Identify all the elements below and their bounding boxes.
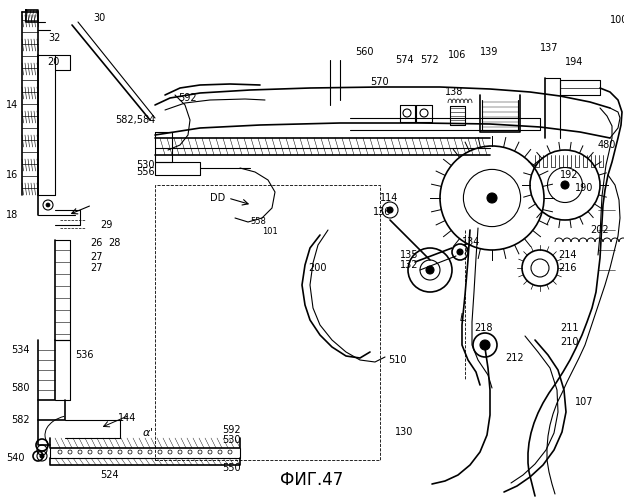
- Text: 530: 530: [137, 160, 155, 170]
- Text: 106: 106: [448, 50, 466, 60]
- Text: 32: 32: [48, 33, 61, 43]
- Text: 582: 582: [11, 415, 30, 425]
- Text: 550: 550: [222, 463, 241, 473]
- Text: 480: 480: [598, 140, 617, 150]
- Text: 107: 107: [575, 397, 593, 407]
- Text: 27: 27: [90, 263, 102, 273]
- Text: 18: 18: [6, 210, 18, 220]
- Text: L: L: [460, 313, 466, 323]
- Bar: [155, 185, 380, 460]
- Text: 582,584: 582,584: [115, 115, 155, 125]
- Text: 574: 574: [395, 55, 414, 65]
- Text: 139: 139: [480, 47, 499, 57]
- Circle shape: [457, 249, 463, 255]
- Text: 570: 570: [370, 77, 389, 87]
- Text: 558: 558: [250, 218, 266, 226]
- Text: 530: 530: [222, 435, 240, 445]
- Text: 202: 202: [590, 225, 608, 235]
- Circle shape: [46, 203, 50, 207]
- Text: 29: 29: [100, 220, 112, 230]
- Circle shape: [426, 266, 434, 274]
- Text: 534: 534: [11, 345, 30, 355]
- Text: 144: 144: [118, 413, 137, 423]
- Text: ФИГ.47: ФИГ.47: [280, 471, 344, 489]
- Text: 136: 136: [373, 207, 391, 217]
- Circle shape: [487, 193, 497, 203]
- Text: 190: 190: [575, 183, 593, 193]
- Text: 138: 138: [445, 87, 464, 97]
- Text: 20: 20: [47, 57, 60, 67]
- Text: 556: 556: [137, 167, 155, 177]
- Text: 214: 214: [558, 250, 577, 260]
- Circle shape: [387, 207, 393, 213]
- Circle shape: [561, 181, 569, 189]
- Text: DD: DD: [210, 193, 225, 203]
- Text: 27: 27: [90, 252, 102, 262]
- Text: 200: 200: [308, 263, 326, 273]
- Text: 560: 560: [355, 47, 374, 57]
- Text: 592: 592: [178, 93, 197, 103]
- Circle shape: [40, 454, 44, 458]
- Text: 135: 135: [400, 250, 419, 260]
- Text: 28: 28: [108, 238, 120, 248]
- Text: 137: 137: [540, 43, 558, 53]
- Text: 510: 510: [388, 355, 406, 365]
- Text: 592: 592: [222, 425, 241, 435]
- Text: 16: 16: [6, 170, 18, 180]
- Text: 536: 536: [75, 350, 94, 360]
- Text: 30: 30: [93, 13, 105, 23]
- Text: 114: 114: [380, 193, 398, 203]
- Text: 132: 132: [400, 260, 419, 270]
- Text: 134: 134: [462, 237, 480, 247]
- Text: 101: 101: [262, 228, 278, 236]
- Text: 130: 130: [395, 427, 413, 437]
- Text: 192: 192: [560, 170, 578, 180]
- Text: 211: 211: [560, 323, 578, 333]
- Text: 100: 100: [610, 15, 624, 25]
- Text: 216: 216: [558, 263, 577, 273]
- Text: 194: 194: [565, 57, 583, 67]
- Text: 210: 210: [560, 337, 578, 347]
- Text: 580: 580: [11, 383, 30, 393]
- Text: 218: 218: [474, 323, 492, 333]
- Text: 572: 572: [420, 55, 439, 65]
- Text: 524: 524: [100, 470, 119, 480]
- Text: 26: 26: [90, 238, 102, 248]
- Circle shape: [480, 340, 490, 350]
- Text: 212: 212: [505, 353, 524, 363]
- Text: 14: 14: [6, 100, 18, 110]
- Text: 540: 540: [6, 453, 25, 463]
- Text: $\alpha$': $\alpha$': [142, 426, 154, 438]
